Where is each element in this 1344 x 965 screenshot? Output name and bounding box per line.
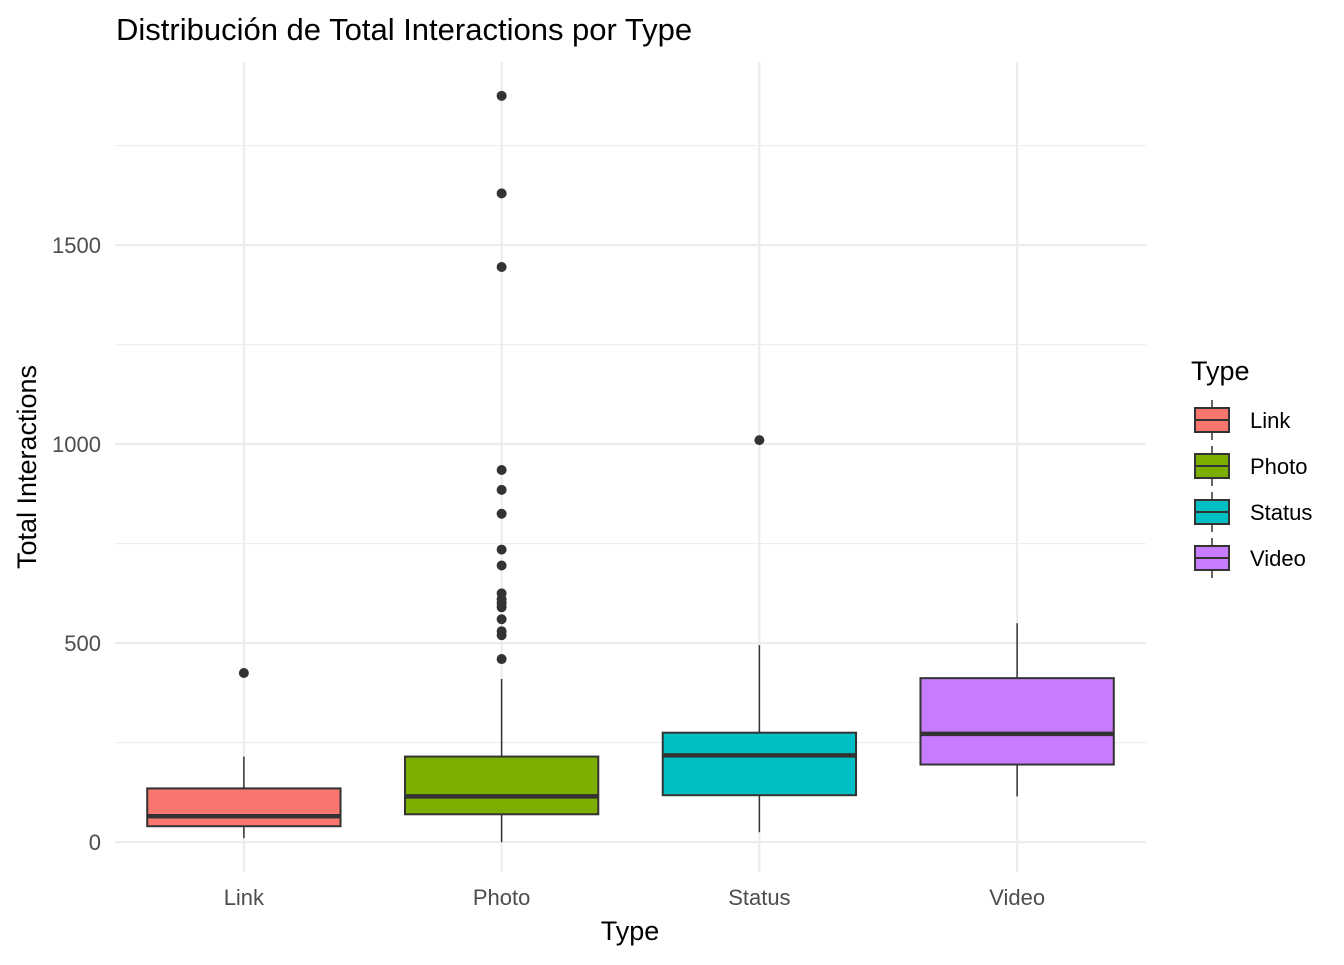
x-tick-label: Status xyxy=(728,885,790,910)
x-tick-label: Photo xyxy=(473,885,531,910)
y-axis-title: Total Interactions xyxy=(12,365,42,569)
legend-item-status: Status xyxy=(1194,492,1312,532)
y-tick-label: 1500 xyxy=(52,233,101,258)
box-photo xyxy=(403,90,600,843)
outlier-point xyxy=(496,560,507,571)
box-iqr xyxy=(919,677,1115,766)
outlier-point xyxy=(496,261,507,272)
chart-title: Distribución de Total Interactions por T… xyxy=(116,12,692,47)
outlier-point xyxy=(496,544,507,555)
outlier-point xyxy=(496,654,507,665)
legend-label: Photo xyxy=(1250,454,1308,479)
legend: Type Link Photo Status Video xyxy=(1191,356,1312,578)
outlier-point xyxy=(496,188,507,199)
y-tick-label: 0 xyxy=(89,830,101,855)
box-iqr xyxy=(661,731,858,797)
outlier-point xyxy=(496,588,507,599)
legend-item-photo: Photo xyxy=(1194,446,1308,486)
outlier-point xyxy=(496,90,507,101)
box-video xyxy=(919,623,1115,797)
outlier-point xyxy=(754,435,765,446)
box-iqr xyxy=(403,755,600,816)
y-tick-label: 1000 xyxy=(52,432,101,457)
legend-title: Type xyxy=(1191,356,1250,386)
outlier-point xyxy=(496,626,507,637)
outlier-point xyxy=(496,464,507,475)
outlier-point xyxy=(496,508,507,519)
x-tick-label: Video xyxy=(989,885,1045,910)
outlier-point xyxy=(496,614,507,625)
outlier-point xyxy=(496,484,507,495)
outlier-point xyxy=(238,667,249,678)
legend-item-video: Video xyxy=(1194,538,1306,578)
box-link xyxy=(146,667,342,839)
x-axis-title: Type xyxy=(601,916,660,946)
axes: 0 500 1000 1500 Link Photo Status Video xyxy=(52,233,1045,910)
legend-item-link: Link xyxy=(1194,400,1291,440)
box-status xyxy=(661,435,858,833)
legend-label: Status xyxy=(1250,500,1312,525)
legend-label: Video xyxy=(1250,546,1306,571)
y-tick-label: 500 xyxy=(64,631,101,656)
box-iqr xyxy=(146,787,342,828)
x-tick-label: Link xyxy=(224,885,265,910)
legend-label: Link xyxy=(1250,408,1291,433)
boxes xyxy=(146,90,1115,843)
